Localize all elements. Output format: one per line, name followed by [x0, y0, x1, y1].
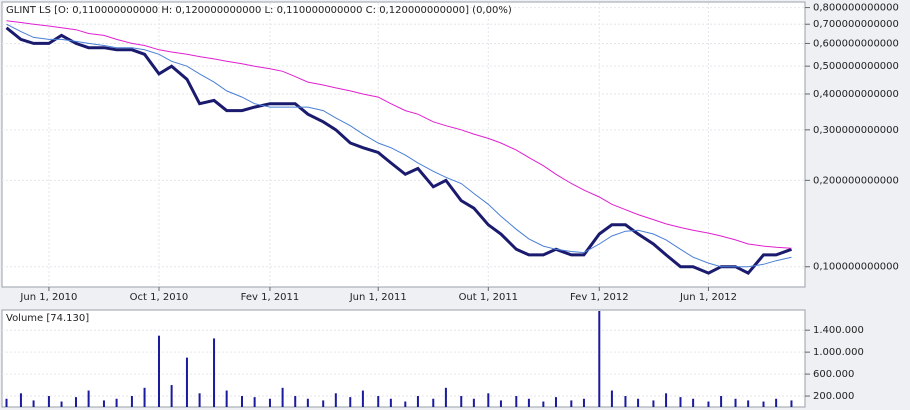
volume-bar: [598, 311, 601, 407]
volume-bar: [377, 396, 380, 407]
volume-bar: [281, 387, 284, 407]
volume-bar: [294, 396, 297, 407]
volume-bar: [185, 357, 188, 407]
volume-bar: [665, 393, 668, 407]
y-tick-label: 0,700000000000: [813, 19, 899, 30]
volume-bar: [404, 401, 407, 407]
volume-bar: [432, 398, 435, 407]
y-tick-label: 1.000.000: [813, 347, 864, 358]
price-line: [6, 20, 792, 249]
volume-bar: [349, 397, 352, 407]
volume-bar: [268, 398, 271, 407]
volume-bar: [637, 398, 640, 407]
y-tick-label: 1.400.000: [813, 325, 864, 336]
volume-bar: [762, 401, 765, 407]
y-tick-label: 0,200000000000: [813, 175, 899, 186]
volume-bar: [213, 338, 216, 407]
volume-bar: [499, 400, 502, 407]
volume-bar: [707, 401, 710, 407]
volume-bar: [74, 397, 77, 407]
volume-bar: [747, 400, 750, 407]
volume-bar: [542, 401, 545, 407]
volume-bar: [253, 397, 256, 407]
volume-bar: [389, 398, 392, 407]
y-tick-label: 0,300000000000: [813, 125, 899, 136]
volume-bar: [692, 398, 695, 407]
volume-bar: [582, 398, 585, 407]
chart-title: Volume [74.130]: [6, 313, 89, 324]
volume-bar: [720, 396, 723, 407]
volume-bar: [416, 396, 419, 407]
volume-bar: [143, 387, 146, 407]
x-tick-label: Oct 1, 2010: [130, 292, 189, 303]
x-tick-label: Fev 1, 2011: [241, 292, 300, 303]
x-tick-label: Fev 1, 2012: [570, 292, 629, 303]
x-tick-label: Jun 1, 2012: [679, 292, 737, 303]
volume-bar: [334, 393, 337, 407]
volume-bar: [306, 398, 309, 407]
volume-bar: [5, 398, 8, 407]
volume-bar: [527, 398, 530, 407]
volume-bar: [734, 398, 737, 407]
volume-bar: [361, 390, 364, 407]
volume-bar: [19, 393, 22, 407]
volume-bar: [610, 390, 613, 407]
volume-panel: [1, 309, 806, 408]
volume-bar: [444, 387, 447, 407]
y-tick-label: 0,800000000000: [813, 3, 899, 14]
volume-bar: [679, 397, 682, 407]
volume-bar: [240, 396, 243, 407]
volume-bar: [157, 335, 160, 407]
x-tick-label: Jun 1, 2011: [349, 292, 407, 303]
volume-bar: [47, 396, 50, 407]
y-tick-label: 0,400000000000: [813, 89, 899, 100]
volume-bar: [515, 396, 518, 407]
volume-bar: [460, 396, 463, 407]
price-line: [6, 23, 792, 268]
volume-bar: [102, 400, 105, 407]
x-tick-label: Out 1, 2011: [459, 292, 518, 303]
y-tick-label: 600.000: [813, 369, 854, 380]
volume-bar: [60, 401, 63, 407]
volume-bar: [554, 397, 557, 407]
volume-bar: [225, 390, 228, 407]
volume-bar: [775, 398, 778, 407]
volume-bar: [170, 385, 173, 407]
volume-bar: [32, 400, 35, 407]
price-line: [5, 26, 793, 275]
volume-bar: [624, 396, 627, 407]
y-tick-label: 200.000: [813, 391, 854, 402]
y-tick-label: 0,500000000000: [813, 61, 899, 72]
x-tick-label: Jun 1, 2010: [19, 292, 77, 303]
volume-bar: [652, 400, 655, 407]
volume-bar: [198, 393, 201, 407]
chart-title: GLINT LS [O: 0,110000000000 H: 0,1200000…: [6, 5, 512, 16]
y-tick-label: 0,600000000000: [813, 38, 899, 49]
volume-bar: [487, 393, 490, 407]
volume-bar: [472, 398, 475, 407]
volume-bar: [790, 400, 793, 407]
volume-bar: [87, 390, 90, 407]
price-panel: [1, 1, 806, 288]
volume-bar: [115, 398, 118, 407]
volume-bar: [570, 400, 573, 407]
volume-bar: [322, 400, 325, 407]
y-tick-label: 0,100000000000: [813, 262, 899, 273]
volume-bar: [130, 396, 133, 407]
